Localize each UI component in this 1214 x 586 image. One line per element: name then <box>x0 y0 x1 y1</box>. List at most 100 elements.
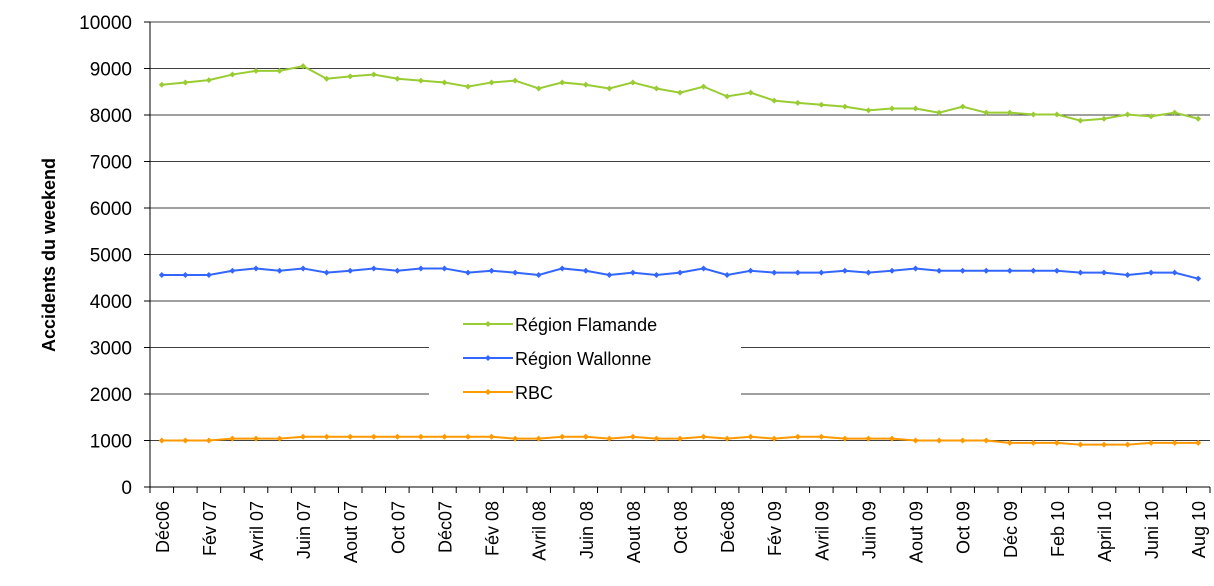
x-tick-label: Fév 07 <box>200 501 220 556</box>
x-tick-label: Avril 07 <box>247 501 267 561</box>
point-marker <box>1124 271 1131 278</box>
point-marker <box>276 267 283 274</box>
point-marker <box>606 271 613 278</box>
point-marker <box>1077 441 1084 448</box>
point-marker <box>559 79 566 86</box>
point-marker <box>865 435 872 442</box>
point-marker <box>936 267 943 274</box>
point-marker <box>700 83 707 90</box>
point-marker <box>158 437 165 444</box>
point-marker <box>794 99 801 106</box>
point-marker <box>488 267 495 274</box>
point-marker <box>441 433 448 440</box>
point-marker <box>912 437 919 444</box>
y-axis-label: Accidents du weekend <box>39 158 59 352</box>
point-marker <box>724 435 731 442</box>
point-marker <box>300 63 307 70</box>
point-marker <box>1171 439 1178 446</box>
point-marker <box>182 437 189 444</box>
point-marker <box>535 85 542 92</box>
point-marker <box>1195 275 1202 282</box>
point-marker <box>818 269 825 276</box>
point-marker <box>1124 111 1131 118</box>
point-marker <box>1053 439 1060 446</box>
point-marker <box>276 435 283 442</box>
point-marker <box>347 73 354 80</box>
y-tick-label: 2000 <box>90 385 132 406</box>
point-marker <box>865 107 872 114</box>
point-marker <box>394 75 401 82</box>
point-marker <box>158 271 165 278</box>
point-marker <box>889 105 895 112</box>
point-marker <box>535 271 542 278</box>
x-tick-label: Fév 09 <box>765 501 785 556</box>
point-marker <box>276 67 283 74</box>
point-marker <box>323 433 330 440</box>
point-marker <box>794 433 801 440</box>
point-marker <box>1053 267 1060 274</box>
point-marker <box>794 269 801 276</box>
point-marker <box>959 103 966 110</box>
point-marker <box>559 265 566 272</box>
point-marker <box>394 267 401 274</box>
y-tick-label: 8000 <box>90 106 132 127</box>
x-tick-label: Aout 07 <box>341 501 361 563</box>
point-marker <box>912 265 919 272</box>
point-marker <box>323 269 330 276</box>
point-marker <box>229 435 236 442</box>
point-marker <box>253 67 259 74</box>
point-marker <box>1195 439 1202 446</box>
point-marker <box>771 269 778 276</box>
point-marker <box>1006 267 1013 274</box>
point-marker <box>229 71 236 78</box>
legend-marker <box>485 321 491 327</box>
point-marker <box>983 437 990 444</box>
point-marker <box>889 435 895 442</box>
point-marker <box>653 271 660 278</box>
point-marker <box>394 433 401 440</box>
point-marker <box>182 271 189 278</box>
point-marker <box>1101 115 1107 122</box>
point-marker <box>1195 115 1202 122</box>
point-marker <box>747 267 754 274</box>
point-marker <box>488 79 495 86</box>
point-marker <box>700 265 707 272</box>
legend-label: Région Wallonne <box>515 349 651 369</box>
point-marker <box>653 435 660 442</box>
x-tick-label: Juni 10 <box>1142 501 1162 559</box>
point-marker <box>747 433 754 440</box>
point-marker <box>771 435 778 442</box>
point-marker <box>677 435 683 442</box>
point-marker <box>1171 109 1178 116</box>
point-marker <box>465 83 471 90</box>
point-marker <box>158 81 165 88</box>
point-marker <box>677 269 683 276</box>
point-marker <box>1030 111 1037 118</box>
point-marker <box>1148 269 1155 276</box>
point-marker <box>771 97 778 104</box>
y-tick-label: 7000 <box>90 153 132 174</box>
point-marker <box>465 269 471 276</box>
point-marker <box>370 71 377 78</box>
point-marker <box>912 105 919 112</box>
x-tick-label: Déc06 <box>153 501 173 553</box>
point-marker <box>370 265 377 272</box>
y-tick-label: 5000 <box>90 246 132 267</box>
x-tick-label: Avril 09 <box>812 501 832 561</box>
point-marker <box>205 271 212 278</box>
point-marker <box>983 109 990 116</box>
point-marker <box>818 101 825 108</box>
point-marker <box>959 437 966 444</box>
point-marker <box>1030 439 1037 446</box>
legend-marker <box>485 355 491 361</box>
point-marker <box>700 433 707 440</box>
point-marker <box>889 267 895 274</box>
point-marker <box>253 265 259 272</box>
point-marker <box>1171 269 1178 276</box>
point-marker <box>323 75 330 82</box>
y-tick-label: 9000 <box>90 60 132 81</box>
point-marker <box>606 435 613 442</box>
point-marker <box>535 435 542 442</box>
x-tick-label: Aout 09 <box>907 501 927 563</box>
point-marker <box>582 433 589 440</box>
